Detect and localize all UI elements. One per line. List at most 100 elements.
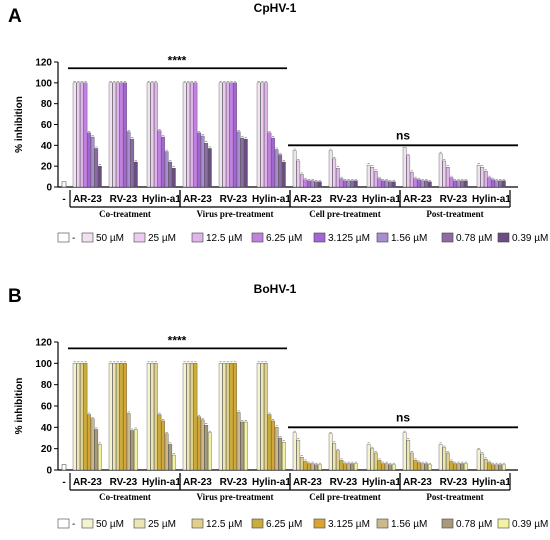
peptide-label: RV-23 — [220, 477, 248, 488]
y-tick-label: 60 — [41, 120, 53, 131]
bar — [374, 171, 378, 188]
bar — [240, 421, 245, 471]
bar — [384, 180, 389, 188]
bar — [328, 150, 333, 188]
bar — [76, 82, 81, 188]
legend-swatch — [81, 232, 94, 243]
bar — [502, 180, 506, 188]
bar — [150, 363, 155, 471]
legend-swatch — [251, 518, 264, 529]
peptide-label: AR-23 — [73, 477, 102, 488]
bar — [292, 432, 297, 471]
peptide-label: Hylin-a1 — [362, 194, 401, 205]
bar — [424, 463, 429, 471]
bar — [370, 167, 375, 188]
bar — [98, 444, 102, 471]
y-tick-label: 120 — [35, 58, 52, 69]
bar — [130, 138, 135, 188]
bar — [377, 460, 382, 471]
bar — [339, 178, 344, 188]
bar — [318, 181, 322, 188]
peptide-label: RV-23 — [330, 477, 358, 488]
bar — [112, 363, 117, 471]
bar — [296, 160, 301, 188]
legend-swatch — [441, 232, 454, 243]
bar — [182, 82, 187, 188]
bar — [154, 82, 158, 188]
bar — [264, 82, 268, 188]
bar — [182, 363, 187, 471]
legend-label: 0.78 µM — [456, 519, 492, 530]
bar — [186, 82, 191, 188]
peptide-label: Hylin-a1 — [362, 477, 401, 488]
bar — [402, 432, 407, 471]
bar — [384, 463, 389, 471]
bar — [346, 463, 351, 471]
peptide-label: RV-23 — [330, 194, 358, 205]
bar — [260, 363, 265, 471]
bar — [244, 421, 248, 471]
bar — [282, 161, 286, 188]
legend-label: 12.5 µM — [206, 519, 242, 530]
bar — [164, 151, 169, 188]
bar — [406, 155, 411, 188]
bar — [413, 460, 418, 471]
bar — [307, 463, 311, 471]
y-tick-label: 40 — [41, 141, 53, 152]
bar — [197, 416, 201, 471]
peptide-label: RV-23 — [440, 477, 468, 488]
bar — [410, 172, 414, 188]
bar — [388, 464, 393, 471]
bar — [420, 463, 425, 471]
bar — [193, 363, 198, 471]
bar — [413, 178, 418, 188]
bar — [123, 82, 127, 188]
bar — [498, 464, 503, 471]
chart-title: CpHV-1 — [254, 1, 297, 15]
bar — [336, 450, 340, 471]
bar — [146, 82, 151, 188]
legend-label: 6.25 µM — [266, 233, 302, 244]
bar — [271, 137, 275, 188]
peptide-label: AR-23 — [293, 477, 322, 488]
bar — [94, 148, 99, 188]
bar — [392, 181, 396, 188]
treatment-label: Cell pre-treatment — [309, 209, 380, 219]
legend-swatch — [376, 518, 389, 529]
bar — [392, 464, 396, 471]
legend-label: 0.39 µM — [512, 233, 548, 244]
bar — [204, 425, 209, 471]
bar — [164, 433, 169, 471]
bar — [90, 418, 95, 471]
bar-control — [61, 464, 67, 471]
bar — [72, 82, 77, 188]
legend-swatch — [441, 518, 454, 529]
treatment-label: Co-treatment — [99, 492, 151, 502]
control-label: - — [62, 194, 65, 205]
bar — [161, 136, 165, 188]
bar — [428, 464, 432, 471]
bar — [218, 82, 223, 188]
treatment-label: Post-treatment — [426, 209, 483, 219]
bar — [154, 363, 158, 471]
bar — [197, 132, 201, 188]
bar — [226, 82, 230, 188]
bar — [460, 180, 465, 188]
bar — [446, 167, 450, 188]
bar — [236, 131, 241, 188]
bar — [240, 137, 245, 188]
bar — [307, 180, 311, 188]
bar — [274, 427, 279, 471]
bar — [190, 82, 194, 188]
bar — [168, 444, 173, 471]
bar — [453, 463, 457, 471]
bar — [300, 174, 304, 188]
bar — [456, 463, 461, 471]
treatment-label: Co-treatment — [99, 209, 151, 219]
bar — [424, 180, 429, 188]
bar — [303, 461, 308, 471]
bar — [417, 179, 421, 188]
bar — [116, 82, 120, 188]
